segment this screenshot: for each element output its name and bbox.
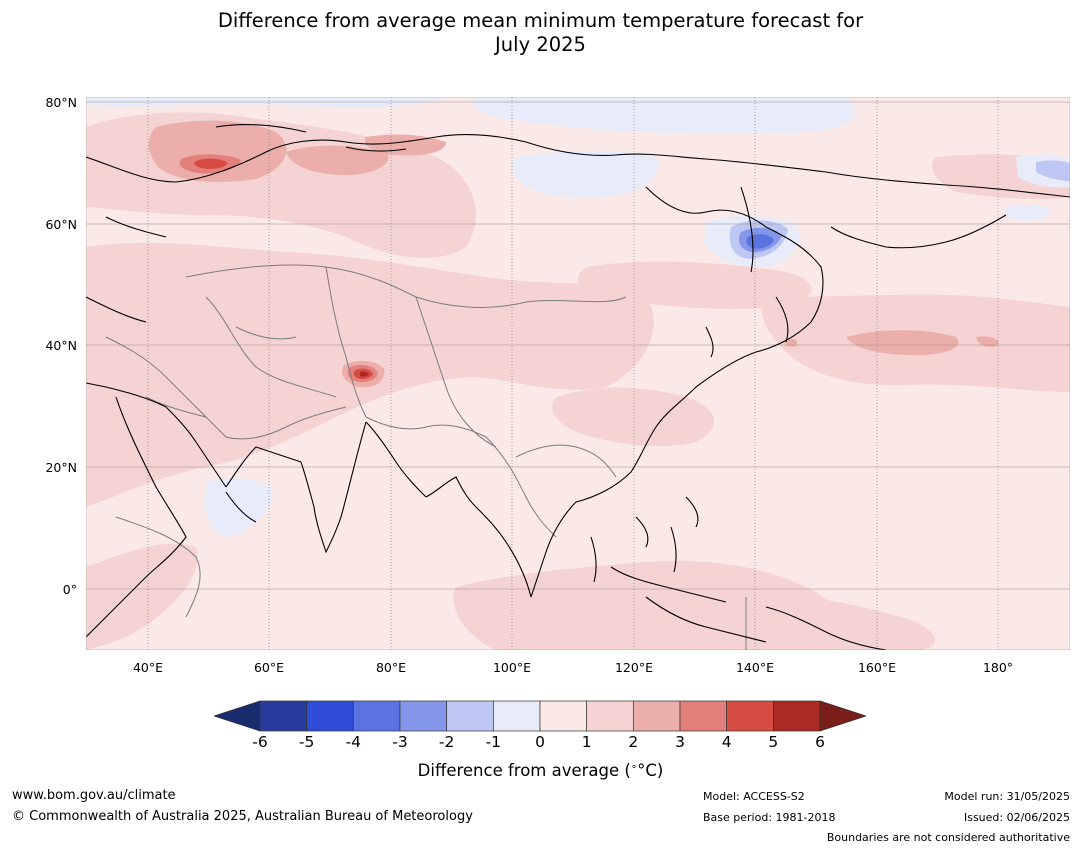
colorbar-extend-high [819, 700, 868, 732]
lat-label-20n: 20°N [45, 460, 77, 475]
colorbar-label: Difference from average (∘°C) [417, 761, 664, 780]
forecast-map [86, 97, 1070, 650]
colorbar-label-close: ) [656, 761, 664, 780]
lon-label-120e: 120°E [614, 660, 653, 675]
colorbar-extend-low [212, 700, 261, 732]
lon-label-180: 180° [982, 660, 1014, 675]
colorbar-svg [212, 700, 868, 732]
lat-label-60n: 60°N [45, 217, 77, 232]
colorbar-segment [352, 700, 401, 732]
lon-label-40e: 40°E [132, 660, 164, 675]
colorbar-segment [539, 700, 588, 732]
colorbar-label-text: Difference from average ( [417, 761, 631, 780]
colorbar-tick-label: 6 [815, 733, 825, 751]
title-line-1: Difference from average mean minimum tem… [217, 9, 864, 32]
colorbar-segment [726, 700, 774, 732]
footer-model: Model: ACCESS-S2 [703, 790, 805, 803]
chart-title: Difference from average mean minimum tem… [0, 9, 1081, 57]
footer-issued: Issued: 02/06/2025 [963, 811, 1070, 824]
colorbar-tick-label: -5 [298, 733, 315, 751]
lon-label-60e: 60°E [253, 660, 285, 675]
map-svg [86, 97, 1070, 650]
latitude-gridlines [86, 101, 1070, 590]
colorbar-segment [259, 700, 308, 732]
colorbar-tick-label: 4 [721, 733, 732, 751]
colorbar-label-unit: °C [637, 761, 657, 780]
colorbar-tick-label: 2 [628, 733, 639, 751]
lon-label-80e: 80°E [375, 660, 407, 675]
anomaly-5-to-6-region [360, 371, 369, 377]
colorbar-tick-label: 0 [535, 733, 545, 751]
colorbar-segment [679, 700, 728, 732]
coastlines [86, 124, 1070, 650]
country-borders [105, 264, 747, 650]
lon-label-100e: 100°E [492, 660, 531, 675]
colorbar-segment [399, 700, 448, 732]
lat-label-80n: 80°N [45, 95, 77, 110]
lon-label-140e: 140°E [735, 660, 774, 675]
colorbar-segment [586, 700, 634, 732]
footer-base-period: Base period: 1981-2018 [703, 811, 836, 824]
footer-url: www.bom.gov.au/climate [12, 788, 176, 803]
footer-disclaimer: Boundaries are not considered authoritat… [826, 831, 1070, 844]
colorbar-tick-label: -4 [345, 733, 362, 751]
colorbar-tick-label: 5 [768, 733, 779, 751]
colorbar-tick-label: 3 [675, 733, 685, 751]
footer-copyright: © Commonwealth of Australia 2025, Austra… [12, 809, 473, 824]
colorbar-tick-label: -1 [485, 733, 502, 751]
lat-label-40n: 40°N [45, 338, 77, 353]
colorbar-segment [492, 700, 541, 732]
colorbar-segment [306, 700, 354, 732]
footer-model-run: Model run: 31/05/2025 [944, 790, 1070, 803]
colorbar-tick-label: -2 [438, 733, 455, 751]
anomaly-2-to-3-regions [148, 120, 999, 388]
colorbar-tick-label: -3 [392, 733, 408, 751]
longitude-gridlines [147, 97, 999, 650]
colorbar-segment [446, 700, 494, 732]
title-line-2: July 2025 [495, 33, 586, 56]
colorbar-tick-label: -6 [252, 733, 268, 751]
lon-label-160e: 160°E [857, 660, 896, 675]
colorbar [212, 700, 868, 732]
lat-label-0: 0° [62, 582, 77, 597]
colorbar-segment [632, 700, 681, 732]
colorbar-tick-label: 1 [581, 733, 592, 751]
colorbar-segment [772, 700, 821, 732]
